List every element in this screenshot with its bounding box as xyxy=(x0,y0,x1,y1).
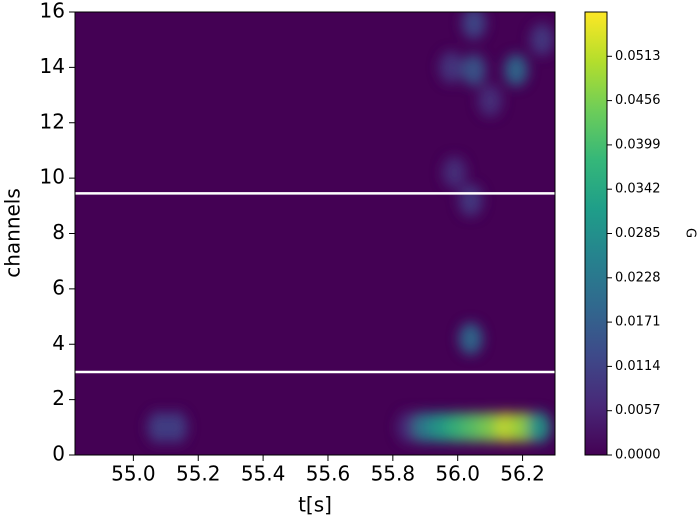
x-tick-label: 56.2 xyxy=(500,462,545,486)
y-tick-label: 2 xyxy=(52,386,65,410)
heat-spot xyxy=(442,156,467,189)
heat-spot xyxy=(504,54,529,87)
colorbar-tick-label: 0.0399 xyxy=(615,137,661,152)
heat-spot xyxy=(530,23,555,56)
x-axis-label: t[s] xyxy=(298,493,332,517)
heat-spot xyxy=(439,51,464,84)
colorbar-label: G xyxy=(683,228,698,238)
x-tick-label: 55.0 xyxy=(111,462,156,486)
y-tick-label: 10 xyxy=(40,165,65,189)
y-tick-label: 12 xyxy=(40,109,65,133)
heat-spot xyxy=(461,12,486,40)
y-axis-label: channels xyxy=(1,188,25,278)
colorbar-tick-label: 0.0285 xyxy=(615,226,661,241)
heat-spot xyxy=(163,411,188,444)
heat-spot xyxy=(458,184,483,217)
x-tick-label: 55.6 xyxy=(306,462,351,486)
colorbar-tick-label: 0.0456 xyxy=(615,93,661,108)
y-tick-label: 4 xyxy=(52,331,65,355)
x-tick-label: 55.4 xyxy=(241,462,286,486)
heat-spot xyxy=(458,322,483,355)
colorbar-tick-label: 0.0228 xyxy=(615,270,661,285)
heatmap-spots xyxy=(147,12,555,444)
colorbar xyxy=(584,11,608,456)
colorbar-tick-label: 0.0000 xyxy=(615,448,661,463)
heat-spot xyxy=(478,84,503,117)
x-tick-label: 55.2 xyxy=(176,462,221,486)
y-tick-label: 14 xyxy=(40,54,65,78)
heat-spot xyxy=(526,411,551,444)
y-tick-label: 8 xyxy=(52,220,65,244)
heatmap-layer xyxy=(75,12,555,444)
x-tick-label: 56.0 xyxy=(435,462,480,486)
colorbar-tick-label: 0.0171 xyxy=(615,315,661,330)
colorbar-tick-label: 0.0342 xyxy=(615,182,661,197)
y-tick-label: 6 xyxy=(52,275,65,299)
colorbar-tick-label: 0.0057 xyxy=(615,403,661,418)
colorbar-tick-label: 0.0513 xyxy=(615,49,661,64)
y-tick-label: 0 xyxy=(52,442,65,466)
x-tick-label: 55.8 xyxy=(371,462,416,486)
heat-spot xyxy=(461,54,486,87)
y-tick-label: 16 xyxy=(40,0,65,23)
colorbar-tick-label: 0.0114 xyxy=(615,359,661,374)
